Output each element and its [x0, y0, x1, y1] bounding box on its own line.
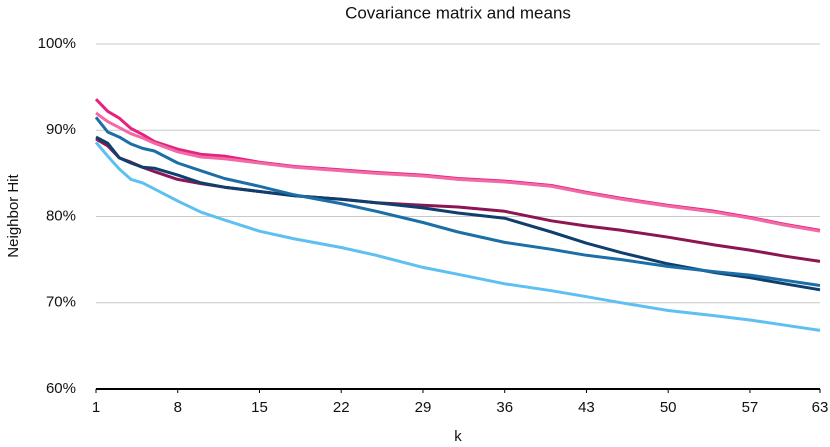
y-tick-label: 100% [38, 35, 76, 52]
x-tick-label: 1 [92, 399, 100, 416]
x-axis-label: k [454, 428, 462, 445]
series-line [94, 141, 821, 332]
series-line [95, 111, 821, 233]
x-tick-label: 50 [660, 399, 677, 416]
chart-title: Covariance matrix and means [345, 3, 571, 22]
x-tick-label: 43 [578, 399, 595, 416]
x-tick-label: 36 [496, 399, 513, 416]
series-line [95, 135, 821, 292]
y-axis-label: Neighbor Hit [5, 173, 22, 257]
x-tick-label: 57 [742, 399, 759, 416]
x-tick-label: 63 [812, 399, 829, 416]
x-tick-label: 8 [174, 399, 182, 416]
x-tick-label: 29 [415, 399, 432, 416]
y-tick-label: 80% [46, 207, 76, 224]
x-tick-label: 22 [333, 399, 350, 416]
series-line [94, 116, 821, 287]
y-tick-label: 70% [46, 294, 76, 311]
y-tick-label: 60% [46, 380, 76, 397]
y-tick-label: 90% [46, 121, 76, 138]
x-tick-label: 15 [251, 399, 268, 416]
